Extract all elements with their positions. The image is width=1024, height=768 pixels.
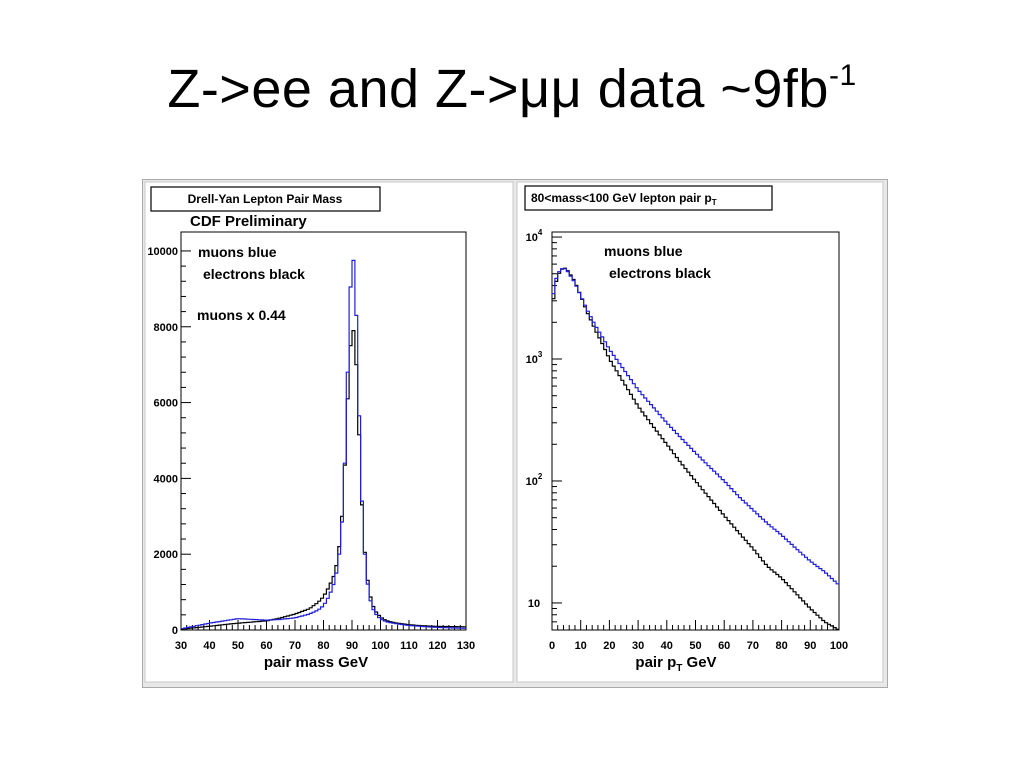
right-axes-ticks: 0 10 20 30 40 50 60 70 80 90 100 104 103 102 10 bbox=[526, 228, 849, 652]
left-subtitle: CDF Preliminary bbox=[190, 213, 307, 230]
x-tick-label: 130 bbox=[457, 640, 475, 652]
slide-title: Z->ee and Z->μμ data ~9fb-1 bbox=[0, 58, 1024, 120]
x-tick-label: 40 bbox=[661, 640, 673, 652]
x-tick-label: 20 bbox=[603, 640, 615, 652]
x-tick-label: 120 bbox=[428, 640, 446, 652]
left-title-box bbox=[150, 186, 381, 212]
left-title-box-label: Drell-Yan Lepton Pair Mass bbox=[188, 192, 343, 206]
x-tick-label: 40 bbox=[203, 640, 215, 652]
slide-title-main: Z->ee and Z->μμ data ~9fb bbox=[167, 59, 829, 119]
x-tick-label: 110 bbox=[400, 640, 418, 652]
right-annotation-muons: muons blue bbox=[604, 243, 683, 259]
right-x-axis-label: pair pT GeV bbox=[635, 654, 716, 674]
right-title-sub: T bbox=[712, 198, 717, 207]
x-tick-label: 100 bbox=[371, 640, 389, 652]
y-tick-label: 0 bbox=[172, 625, 178, 637]
left-x-axis-label: pair mass GeV bbox=[264, 654, 368, 671]
x-tick-label: 60 bbox=[718, 640, 730, 652]
right-xlabel-suffix: GeV bbox=[682, 654, 716, 671]
y-tick-label: 10000 bbox=[147, 246, 178, 258]
x-tick-label: 30 bbox=[632, 640, 644, 652]
right-annotation-electrons: electrons black bbox=[609, 265, 711, 281]
x-tick-label: 80 bbox=[317, 640, 329, 652]
right-xlabel-sub: T bbox=[676, 663, 682, 674]
x-tick-label: 90 bbox=[346, 640, 358, 652]
y-tick-label: 4000 bbox=[154, 473, 178, 485]
right-xlabel-main: pair p bbox=[635, 654, 676, 671]
y-tick-label: 10 bbox=[528, 598, 540, 610]
y-tick-label: 8000 bbox=[154, 322, 178, 334]
left-axes-ticks: 30 40 50 60 70 80 90 100 110 120 130 0 2000 4000 6000 8… bbox=[147, 246, 475, 652]
left-annotation-electrons: electrons black bbox=[203, 266, 305, 282]
right-panel: 80<mass<100 GeV lepton pair pT 0 10 20 30 40… bbox=[516, 181, 884, 683]
left-panel: Drell-Yan Lepton Pair Mass CDF Prelimina… bbox=[144, 181, 514, 683]
y-tick-label: 6000 bbox=[154, 398, 178, 410]
left-plot-area bbox=[180, 231, 467, 631]
x-tick-label: 100 bbox=[830, 640, 848, 652]
left-series-group bbox=[181, 259, 466, 630]
right-title-box bbox=[524, 185, 773, 211]
y-tick-label: 103 bbox=[526, 350, 543, 366]
series-electrons-line bbox=[181, 330, 466, 630]
series-electrons-line bbox=[552, 267, 839, 630]
x-tick-label: 10 bbox=[575, 640, 587, 652]
left-annotation-scale: muons x 0.44 bbox=[197, 307, 286, 323]
right-series-group bbox=[552, 267, 839, 630]
right-title-main: 80<mass<100 GeV lepton pair p bbox=[531, 191, 712, 205]
series-muons-line bbox=[181, 259, 466, 630]
right-plot-area bbox=[551, 231, 840, 631]
x-tick-label: 50 bbox=[689, 640, 701, 652]
x-tick-label: 80 bbox=[775, 640, 787, 652]
left-annotation-muons: muons blue bbox=[198, 244, 277, 260]
x-tick-label: 70 bbox=[747, 640, 759, 652]
slide-title-superscript: -1 bbox=[828, 59, 857, 92]
x-tick-label: 0 bbox=[549, 640, 555, 652]
x-tick-label: 90 bbox=[804, 640, 816, 652]
x-tick-label: 30 bbox=[175, 640, 187, 652]
y-tick-label: 2000 bbox=[154, 549, 178, 561]
right-title-box-label: 80<mass<100 GeV lepton pair pT bbox=[531, 191, 717, 207]
series-muons-line bbox=[552, 268, 839, 585]
y-tick-label: 104 bbox=[526, 228, 543, 244]
x-tick-label: 70 bbox=[289, 640, 301, 652]
x-tick-label: 50 bbox=[232, 640, 244, 652]
x-tick-label: 60 bbox=[260, 640, 272, 652]
y-tick-label: 102 bbox=[526, 472, 543, 488]
